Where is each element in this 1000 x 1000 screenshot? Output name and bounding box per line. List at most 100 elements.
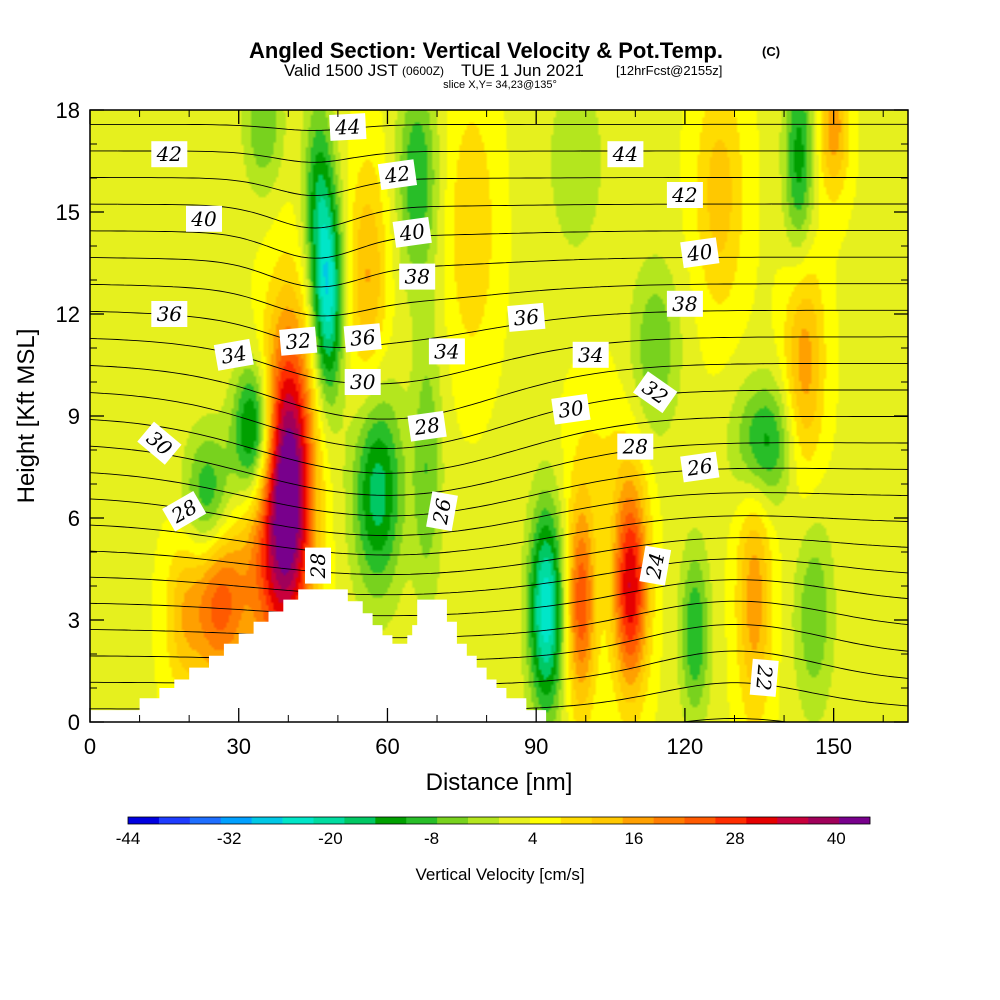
contour-label-text: 30 bbox=[350, 370, 376, 394]
contour-label: 32 bbox=[279, 326, 318, 356]
y-tick-label: 15 bbox=[56, 200, 80, 225]
contour-label: 34 bbox=[213, 338, 254, 371]
contour-label-text: 28 bbox=[306, 553, 330, 579]
contour-label-box bbox=[749, 658, 779, 697]
colorbar-swatch bbox=[406, 817, 438, 824]
colorbar-swatch bbox=[437, 817, 469, 824]
contour-label-text: 22 bbox=[751, 663, 777, 691]
colorbar-swatch bbox=[591, 817, 623, 824]
contour-label-box bbox=[162, 490, 207, 532]
contour-label-text: 38 bbox=[672, 292, 697, 316]
colorbar-swatch bbox=[560, 817, 593, 824]
contour-label-text: 26 bbox=[428, 496, 456, 526]
contour-line-42 bbox=[89, 203, 908, 229]
y-tick-label: 6 bbox=[68, 506, 80, 531]
colorbar-tick-label: -44 bbox=[116, 829, 141, 848]
y-axis-label: Height [Kft MSL] bbox=[13, 329, 40, 504]
contour-label-box bbox=[666, 182, 703, 208]
colorbar: -44 -32 -20 -8 4 16 28 40 bbox=[116, 816, 871, 848]
contour-label: 40 bbox=[680, 237, 720, 269]
x-axis-label: Distance [nm] bbox=[426, 769, 573, 796]
terrain-mask bbox=[90, 589, 908, 722]
contour-label-box bbox=[399, 263, 436, 290]
colorbar-swatch bbox=[344, 817, 376, 824]
colorbar-swatch bbox=[468, 817, 500, 824]
colorbar-swatch bbox=[839, 817, 871, 824]
colorbar-swatch bbox=[220, 817, 252, 824]
contour-label-box bbox=[137, 421, 182, 465]
contour-label-text: 36 bbox=[513, 304, 541, 330]
contour-label-box bbox=[151, 141, 188, 168]
colorbar-swatch bbox=[251, 817, 283, 824]
contour-label-text: 40 bbox=[685, 239, 715, 266]
contour-label-box bbox=[213, 338, 254, 371]
colorbar-swatch bbox=[684, 817, 716, 824]
contour-label: 28 bbox=[617, 433, 654, 460]
contour-label: 30 bbox=[551, 393, 591, 425]
contour-label-box bbox=[151, 301, 188, 327]
contour-label: 36 bbox=[507, 302, 546, 332]
contour-label-box bbox=[377, 159, 418, 190]
colorbar-swatch bbox=[128, 817, 160, 824]
contour-label-text: 26 bbox=[685, 453, 715, 480]
colorbar-tick-label: 28 bbox=[726, 829, 745, 848]
x-tick-label: 30 bbox=[226, 734, 250, 759]
colorbar-swatch bbox=[808, 817, 840, 824]
colorbar-tick-label: -8 bbox=[424, 829, 439, 848]
subtitle-valid: Valid 1500 JST bbox=[284, 61, 398, 80]
contour-label-text: 28 bbox=[412, 413, 442, 440]
x-tick-label: 60 bbox=[375, 734, 399, 759]
contour-label: 24 bbox=[639, 545, 672, 586]
x-tick-label: 90 bbox=[524, 734, 548, 759]
contour-label-text: 36 bbox=[157, 302, 183, 326]
contour-label: 30 bbox=[344, 369, 381, 395]
y-tick-label: 9 bbox=[68, 404, 80, 429]
contour-label: 40 bbox=[186, 205, 222, 232]
chart-title: Angled Section: Vertical Velocity & Pot.… bbox=[249, 38, 723, 63]
colorbar-swatch bbox=[746, 817, 778, 824]
colorbar-swatch bbox=[715, 817, 747, 824]
contour-label: 40 bbox=[392, 217, 432, 248]
colorbar-tick-label: -32 bbox=[217, 829, 242, 848]
contour-label-box bbox=[572, 341, 609, 368]
contour-label: 26 bbox=[426, 491, 458, 532]
contour-line-43 bbox=[90, 177, 908, 197]
contour-label-text: 34 bbox=[219, 341, 248, 369]
contour-label-box bbox=[426, 491, 458, 532]
colorbar-tick-label: 4 bbox=[528, 829, 537, 848]
colorbar-swatch bbox=[282, 817, 314, 824]
contour-label-text: 40 bbox=[397, 219, 427, 246]
contour-label-text: 42 bbox=[671, 183, 697, 207]
contour-label-text: 30 bbox=[557, 396, 586, 423]
contour-label-text: 40 bbox=[190, 207, 217, 231]
contour-line-35 bbox=[89, 389, 908, 449]
colorbar-swatch bbox=[158, 817, 191, 824]
colorbar-swatch bbox=[189, 817, 222, 824]
contour-label-box bbox=[607, 141, 644, 168]
contour-label-text: 34 bbox=[578, 343, 603, 367]
contour-line-36 bbox=[89, 362, 908, 420]
contour-label-box bbox=[279, 326, 318, 356]
slice-label: slice X,Y= 34,23@135° bbox=[443, 79, 557, 91]
contour-label-box bbox=[666, 290, 703, 317]
contour-label-text: 36 bbox=[349, 325, 377, 351]
contour-label-text: 42 bbox=[382, 161, 412, 188]
colorbar-swatch bbox=[529, 817, 562, 824]
contour-label: 34 bbox=[572, 341, 609, 368]
contour-label-text: 32 bbox=[284, 328, 311, 354]
colorbar-frame bbox=[127, 816, 871, 825]
contour-label-box bbox=[329, 113, 367, 141]
colorbar-tick-label: 40 bbox=[827, 829, 846, 848]
contour-label: 42 bbox=[151, 141, 188, 168]
colorbar-swatch bbox=[622, 817, 654, 824]
contour-label-box bbox=[305, 547, 331, 584]
x-tick-label: 120 bbox=[667, 734, 704, 759]
contour-label: 36 bbox=[343, 323, 382, 353]
contour-label: 28 bbox=[407, 410, 447, 442]
contour-label-box bbox=[680, 451, 720, 483]
contour-label-text: 42 bbox=[156, 142, 182, 166]
contour-label: 38 bbox=[666, 290, 703, 317]
contour-label-box bbox=[392, 217, 432, 248]
